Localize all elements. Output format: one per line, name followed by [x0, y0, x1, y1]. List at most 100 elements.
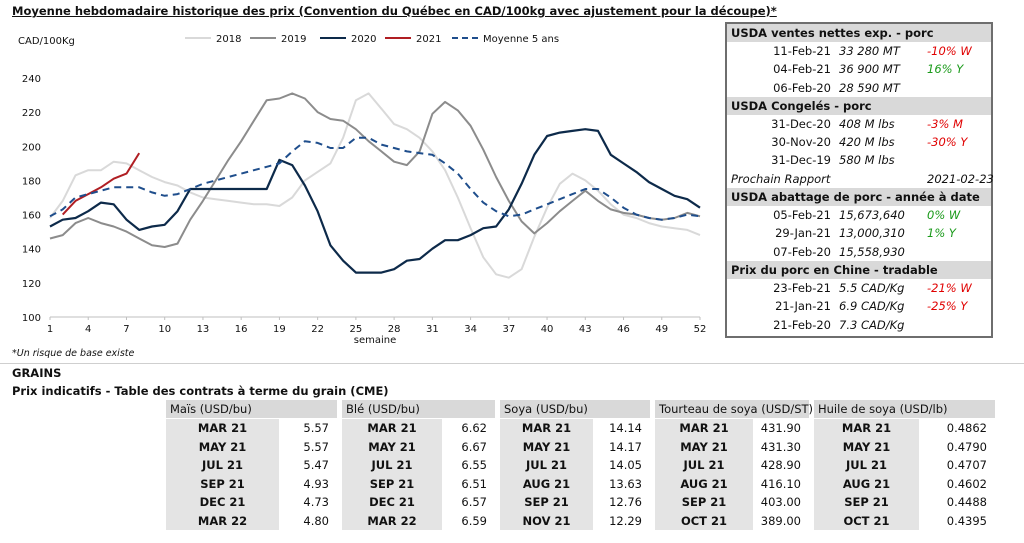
grain-row: MAR 21 6.62 [342, 419, 495, 438]
contract-month: JUL 21 [166, 456, 279, 475]
y-tick-label: 240 [22, 74, 41, 85]
row-change: -25% Y [927, 299, 968, 314]
chart-legend: 2018 2019 2020 2021 Moyenne 5 ans [185, 34, 559, 45]
contract-price: 389.00 [760, 513, 801, 528]
contract-month: MAY 21 [342, 437, 442, 456]
series-line-2020 [49, 128, 701, 274]
panel-row: 11-Feb-21 33 280 MT -10% W [727, 42, 991, 60]
grain-row: AUG 21 13.63 [500, 474, 650, 493]
legend-label: 2019 [281, 34, 306, 45]
grain-row: MAY 21 431.30 [655, 437, 809, 456]
panel-section-header: USDA ventes nettes exp. - porc [727, 24, 991, 42]
x-tick-label: 4 [85, 324, 91, 335]
row-value: 15,673,640 [839, 208, 905, 223]
contract-price: 5.47 [303, 458, 329, 472]
contract-month: MAR 21 [342, 419, 442, 438]
x-tick-label: 10 [158, 324, 171, 335]
grain-row: MAR 21 5.57 [166, 419, 337, 438]
contract-month: AUG 21 [500, 474, 593, 493]
x-tick-label: 31 [426, 324, 439, 335]
grain-row: SEP 21 6.51 [342, 474, 495, 493]
contract-price: 6.59 [461, 513, 487, 528]
contract-month: MAY 21 [500, 437, 593, 456]
price-line-chart: 2018 2019 2020 2021 Moyenne 5 ans 1001201401… [18, 34, 706, 346]
contract-month: MAR 21 [814, 419, 919, 438]
x-tick-label: 13 [197, 324, 210, 335]
contract-price: 12.76 [609, 495, 642, 509]
grain-row: SEP 21 0.4488 [814, 493, 995, 512]
grain-futures-tables: Maïs (USD/bu) MAR 21 5.57 MAY 21 5.57 JUL 21 5… [166, 400, 995, 530]
panel-section-header: Prix du porc en Chine - tradable [727, 260, 991, 279]
contract-month: MAR 22 [166, 511, 279, 530]
panel-row: 21-Feb-20 7.3 CAD/Kg [727, 316, 991, 334]
row-value: 5.5 CAD/Kg [839, 280, 905, 295]
contract-month: OCT 21 [814, 511, 919, 530]
contract-price: 0.4862 [946, 421, 987, 435]
x-tick-label: 22 [311, 324, 324, 335]
grain-row: MAR 22 6.59 [342, 511, 495, 530]
grain-row: JUL 21 14.05 [500, 456, 650, 475]
contract-price: 14.05 [609, 458, 642, 472]
row-value: 7.3 CAD/Kg [839, 317, 905, 332]
contract-month: JUL 21 [342, 456, 442, 475]
contract-month: MAY 21 [166, 437, 279, 456]
panel-section-header: USDA Congelés - porc [727, 96, 991, 115]
grain-table-header: Soya (USD/bu) [500, 400, 650, 418]
contract-price: 6.55 [461, 458, 487, 472]
x-tick-label: 1 [47, 324, 53, 335]
grain-row: MAR 21 431.90 [655, 419, 809, 438]
x-tick-label: 40 [541, 324, 554, 335]
grain-table-header: Tourteau de soya (USD/ST) [655, 400, 813, 418]
grain-row: OCT 21 389.00 [655, 511, 809, 530]
x-tick-label: 7 [123, 324, 129, 335]
section-divider [0, 363, 1024, 364]
grain-table: Blé (USD/bu) MAR 21 6.62 MAY 21 6.67 JUL 21 6.… [342, 400, 495, 530]
row-change: 1% Y [927, 226, 956, 241]
contract-price: 4.93 [303, 476, 329, 491]
contract-month: JUL 21 [655, 456, 753, 475]
grain-row: DEC 21 6.57 [342, 493, 495, 512]
row-date: 11-Feb-21 [773, 44, 831, 58]
x-tick-label: 52 [694, 324, 707, 335]
grains-title: GRAINS [12, 366, 62, 380]
grain-row: AUG 21 416.10 [655, 474, 809, 493]
row-change: -21% W [927, 280, 972, 295]
row-date: 06-Feb-20 [773, 80, 831, 95]
row-value: 408 M lbs [839, 116, 895, 131]
panel-row: 31-Dec-20 408 M lbs -3% M [727, 115, 991, 133]
legend-label: 2018 [216, 34, 241, 45]
x-tick-label: 49 [655, 324, 668, 335]
grain-row: OCT 21 0.4395 [814, 511, 995, 530]
contract-price: 4.80 [303, 513, 329, 528]
row-change: 0% W [927, 208, 961, 223]
chart-lines [49, 92, 701, 279]
grain-table-header: Blé (USD/bu) [342, 400, 495, 418]
contract-month: MAR 22 [342, 511, 442, 530]
y-tick-label: 200 [22, 142, 41, 153]
panel-section-header: USDA abattage de porc - année à date [727, 188, 991, 207]
y-tick-label: 140 [22, 245, 41, 256]
contract-price: 6.67 [461, 439, 487, 454]
series-line-2019 [49, 92, 701, 248]
row-date: 05-Feb-21 [773, 208, 831, 223]
contract-month: SEP 21 [814, 493, 919, 512]
row-value: 36 900 MT [839, 62, 900, 77]
row-date: 07-Feb-20 [773, 244, 831, 259]
contract-price: 14.14 [609, 421, 642, 435]
grain-row: SEP 21 403.00 [655, 493, 809, 512]
contract-month: MAY 21 [655, 437, 753, 456]
contract-month: MAR 21 [655, 419, 753, 438]
contract-month: OCT 21 [655, 511, 753, 530]
contract-price: 0.4395 [946, 513, 987, 528]
row-value: 15,558,930 [839, 244, 905, 259]
contract-price: 6.51 [461, 476, 487, 491]
series-line-moyenne-5-ans [49, 136, 701, 221]
row-change: 16% Y [927, 62, 964, 77]
contract-price: 0.4602 [946, 476, 987, 491]
legend-label: 2020 [351, 34, 376, 45]
series-line-2021 [61, 152, 141, 216]
x-tick-label: 46 [617, 324, 630, 335]
row-value: 13,000,310 [839, 226, 905, 241]
grain-table-header: Huile de soya (USD/lb) [814, 400, 995, 418]
